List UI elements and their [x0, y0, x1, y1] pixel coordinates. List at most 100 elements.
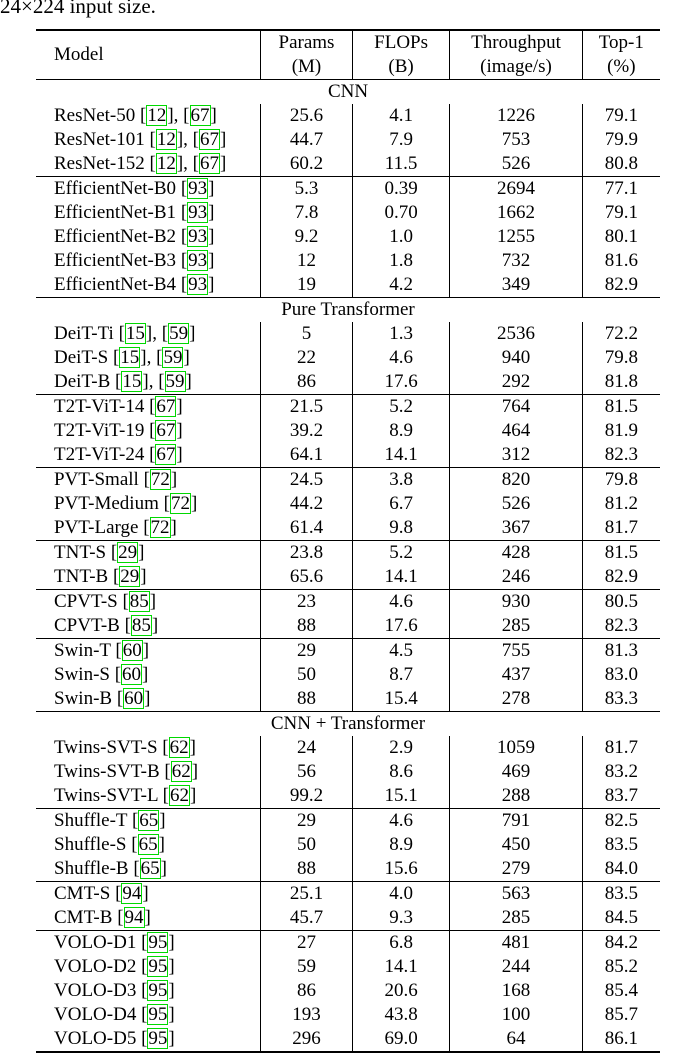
table-header-row: Model Params (M) FLOPs (B) Throughput (imag…	[36, 29, 660, 80]
citation-link[interactable]: 12	[155, 129, 177, 150]
params-cell: 56	[260, 760, 353, 784]
citation-link[interactable]: 62	[170, 761, 192, 782]
citation-link[interactable]: 95	[147, 1028, 169, 1049]
citation-link[interactable]: 12	[155, 153, 177, 174]
top1-cell: 81.7	[581, 736, 660, 760]
flops-cell: 4.0	[351, 881, 450, 906]
citation-link[interactable]: 65	[138, 810, 160, 831]
citation-link[interactable]: 93	[187, 226, 209, 247]
top1-cell: 72.2	[581, 322, 660, 346]
table-row: VOLO-D3 [95] 86 20.6 168 85.4	[36, 979, 660, 1003]
table-row: CPVT-S [85] 23 4.6 930 80.5	[36, 589, 660, 614]
params-cell: 25.6	[260, 104, 353, 128]
citation-link[interactable]: 65	[137, 834, 159, 855]
citation-link[interactable]: 29	[119, 566, 141, 587]
model-cell: VOLO-D5 [95]	[36, 1027, 261, 1053]
top1-cell: 83.2	[581, 760, 660, 784]
citation-link[interactable]: 95	[147, 956, 169, 977]
model-cell: Shuffle-B [65]	[54, 858, 167, 879]
model-cell: ResNet-50 [12], [67]	[54, 105, 217, 126]
flops-cell: 8.9	[351, 833, 450, 857]
citation-link[interactable]: 29	[117, 542, 139, 563]
throughput-cell: 481	[449, 930, 583, 955]
params-cell: 25.1	[260, 881, 353, 906]
throughput-cell: 450	[449, 833, 583, 857]
model-name: TNT-S	[54, 542, 107, 563]
citation-link[interactable]: 67	[155, 396, 177, 417]
table-row: VOLO-D5 [95] 296 69.0 64 86.1	[36, 1027, 660, 1053]
model-cell: Twins-SVT-S [62]	[54, 737, 196, 758]
section-header-row: CNN + Transformer	[36, 711, 660, 736]
citation-link[interactable]: 95	[147, 1004, 169, 1025]
citation-link[interactable]: 93	[187, 178, 209, 199]
citation-link[interactable]: 94	[121, 883, 143, 904]
flops-cell: 20.6	[351, 979, 450, 1003]
params-cell: 9.2	[260, 225, 353, 249]
citation-link[interactable]: 72	[169, 493, 191, 514]
citation-link[interactable]: 85	[128, 591, 150, 612]
citation-link[interactable]: 67	[199, 153, 220, 174]
citation-link[interactable]: 62	[168, 785, 190, 806]
table-row: T2T-ViT-24 [67] 64.1 14.1 312 82.3	[36, 443, 660, 468]
params-cell: 60.2	[260, 152, 353, 177]
table-row: ResNet-50 [12], [67] 25.6 4.1 1226 79.1	[36, 104, 660, 128]
citation-link[interactable]: 67	[189, 105, 211, 126]
citation-link[interactable]: 15	[124, 323, 146, 344]
flops-cell: 5.2	[351, 394, 450, 419]
model-cell: ResNet-152 [12], [67]	[54, 153, 227, 174]
citation-link[interactable]: 95	[147, 980, 169, 1001]
citation-link[interactable]: 59	[164, 371, 186, 392]
model-cell: Swin-T [60]	[36, 638, 261, 663]
flops-cell: 15.1	[351, 784, 450, 809]
throughput-cell: 930	[449, 589, 583, 614]
table-row: PVT-Small [72] 24.5 3.8 820 79.8	[36, 467, 660, 492]
model-cell: VOLO-D3 [95]	[54, 980, 175, 1001]
params-cell: 59	[260, 955, 353, 979]
flops-cell: 9.8	[351, 516, 450, 541]
citation-link[interactable]: 59	[168, 323, 190, 344]
model-name: T2T-ViT-19	[54, 420, 145, 441]
citation-link[interactable]: 12	[146, 105, 168, 126]
citation-link[interactable]: 60	[121, 664, 143, 685]
citation-link[interactable]: 93	[187, 274, 209, 295]
model-name: Swin-S	[54, 664, 110, 685]
table-row: Swin-B [60] 88 15.4 278 83.3	[36, 687, 660, 712]
caption-fragment: 24×224 input size.	[0, 0, 156, 18]
throughput-cell: 755	[449, 638, 583, 663]
citation-link[interactable]: 15	[121, 371, 143, 392]
table-row: Swin-S [60] 50 8.7 437 83.0	[36, 663, 660, 687]
citation-link[interactable]: 95	[147, 932, 169, 953]
citation-link[interactable]: 67	[155, 444, 177, 465]
table-row: EfficientNet-B0 [93] 5.3 0.39 2694 77.1	[36, 176, 660, 201]
citation-link[interactable]: 15	[119, 347, 141, 368]
top1-cell: 84.5	[581, 906, 660, 931]
citation-link[interactable]: 72	[149, 469, 171, 490]
model-name: CPVT-S	[54, 591, 118, 612]
citation-link[interactable]: 60	[123, 688, 145, 709]
flops-cell: 69.0	[351, 1027, 450, 1053]
top1-cell: 83.3	[581, 687, 660, 712]
model-name: CPVT-B	[54, 615, 120, 636]
citation-link[interactable]: 67	[155, 420, 177, 441]
throughput-cell: 437	[449, 663, 583, 687]
citation-link[interactable]: 85	[130, 615, 152, 636]
citation-link[interactable]: 62	[168, 737, 190, 758]
model-cell: VOLO-D4 [95]	[54, 1004, 175, 1025]
citation-link[interactable]: 93	[187, 250, 209, 271]
table-row: EfficientNet-B1 [93] 7.8 0.70 1662 79.1	[36, 201, 660, 225]
flops-cell: 17.6	[351, 370, 450, 395]
throughput-cell: 292	[449, 370, 583, 395]
citation-link[interactable]: 59	[162, 347, 184, 368]
throughput-cell: 244	[449, 955, 583, 979]
flops-cell: 4.6	[351, 589, 450, 614]
model-cell: CMT-B [94]	[54, 907, 151, 928]
citation-link[interactable]: 60	[121, 640, 143, 661]
citation-link[interactable]: 72	[149, 517, 171, 538]
citation-link[interactable]: 94	[123, 907, 145, 928]
citation-link[interactable]: 65	[139, 858, 161, 879]
model-name: Shuffle-B	[54, 858, 129, 879]
header-params: Params (M)	[260, 29, 353, 80]
citation-link[interactable]: 67	[199, 129, 220, 150]
citation-link[interactable]: 93	[187, 202, 209, 223]
top1-cell: 80.8	[581, 152, 660, 177]
